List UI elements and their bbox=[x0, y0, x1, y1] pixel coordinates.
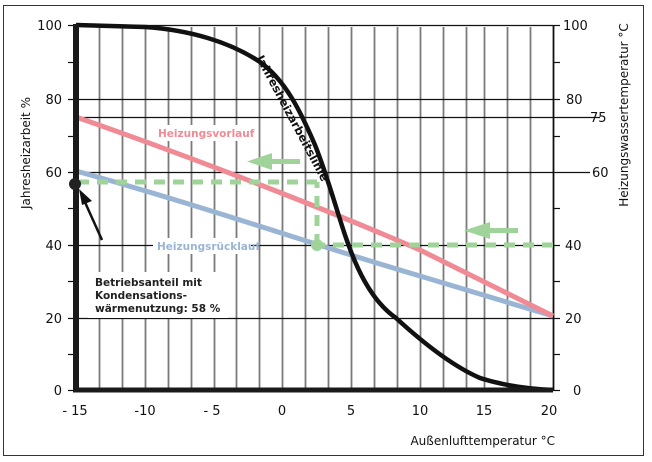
result-marker bbox=[69, 178, 81, 190]
note-line: Betriebsanteil mit bbox=[95, 277, 202, 289]
jahresheizarbeit-curve bbox=[75, 22, 554, 393]
right-tick-label: 0 bbox=[573, 384, 581, 399]
vertical-gridlines bbox=[98, 27, 532, 388]
chart-frame bbox=[3, 5, 644, 456]
right-tick-label: 80 bbox=[566, 93, 583, 108]
vorlauf-label: Heizungsvorlauf bbox=[158, 128, 255, 140]
x-tick-label: 10 bbox=[412, 404, 429, 419]
x-tick-label: - 15 bbox=[62, 404, 87, 419]
x-tick-label: 15 bbox=[476, 404, 493, 419]
right-tick-label: 20 bbox=[565, 312, 582, 327]
intersection-marker bbox=[311, 239, 323, 251]
note-bg bbox=[88, 272, 228, 318]
note-line: wärmenutzung: 58 % bbox=[95, 303, 221, 315]
pointer-arrow-icon bbox=[79, 189, 104, 241]
guide-lines bbox=[80, 179, 553, 248]
x-tick-label: 0 bbox=[278, 404, 286, 419]
x-tick-label: -10 bbox=[134, 404, 155, 419]
note-line: Kondensations- bbox=[95, 290, 187, 302]
x-tick-label: - 5 bbox=[203, 404, 220, 419]
arrow-left-icon bbox=[464, 222, 518, 239]
left-tick-label: 100 bbox=[37, 19, 62, 34]
ruecklauf-label-bg bbox=[153, 238, 251, 254]
ruecklauf-line bbox=[75, 168, 554, 319]
x-axis-title: Außenlufttemperatur °C bbox=[410, 434, 555, 448]
left-tick-label: 0 bbox=[54, 384, 62, 399]
right-tick-label: 75 bbox=[590, 111, 607, 126]
vorlauf-label-bg bbox=[155, 125, 245, 141]
right-tick-label: 60 bbox=[592, 166, 609, 181]
vorlauf-line bbox=[75, 114, 555, 319]
ruecklauf-label: Heizungsrücklauf bbox=[157, 241, 260, 253]
x-tick-label: 20 bbox=[541, 404, 558, 419]
y-axis-left-title: Jahresheizarbeit % bbox=[19, 97, 33, 210]
arrow-left-icon bbox=[247, 153, 300, 170]
right-tick-label: 100 bbox=[563, 19, 588, 34]
y-axis-right-title: Heizungswassertemperatur °C bbox=[617, 23, 631, 207]
left-tick-label: 60 bbox=[45, 166, 62, 181]
x-tick-label: 5 bbox=[347, 404, 355, 419]
left-tick-label: 40 bbox=[45, 239, 62, 254]
right-tick-label: 40 bbox=[565, 239, 582, 254]
left-tick-label: 20 bbox=[45, 312, 62, 327]
left-tick-label: 80 bbox=[45, 93, 62, 108]
